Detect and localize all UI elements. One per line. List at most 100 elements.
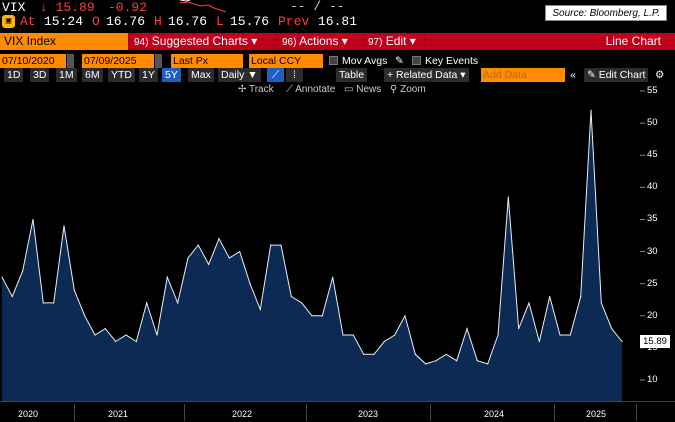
start-date-input[interactable]: 07/10/2020 (0, 54, 66, 68)
data-point-2025-02 (569, 334, 571, 336)
prev-label: Prev (278, 14, 310, 29)
edit-chart-button[interactable]: ✎ Edit Chart (584, 68, 649, 82)
annotate-tool[interactable]: ⟋ Annotate (286, 84, 336, 95)
data-point-2024-10 (528, 302, 530, 304)
suggested-charts-button[interactable]: 94) Suggested Charts ▾ (130, 33, 276, 50)
data-point-2021-04 (94, 334, 96, 336)
related-data-button[interactable]: + Related Data ▾ (384, 68, 469, 82)
detail-bar: ▣ At 15:24 O 16.76 H 16.76 L 15.76 Prev … (0, 14, 675, 30)
data-point-2023-10 (404, 315, 406, 317)
data-point-2023-01 (311, 315, 313, 317)
data-point-2020-07 (1, 276, 3, 278)
low-value: 15.76 (230, 14, 270, 29)
data-point-2021-10 (156, 334, 158, 336)
data-point-2021-07 (125, 334, 127, 336)
vix-line-chart[interactable] (0, 70, 675, 401)
actions-button[interactable]: 96) Actions ▾ (278, 33, 362, 50)
end-date-calendar-icon[interactable] (155, 54, 162, 68)
data-point-2021-05 (104, 328, 106, 330)
bid-ask: -- / -- (290, 0, 345, 14)
x-separator (430, 404, 431, 421)
menu-bar: VIX Index 94) Suggested Charts ▾ 96) Act… (0, 33, 675, 50)
data-point-2022-08 (259, 308, 261, 310)
data-point-2024-03 (456, 360, 458, 362)
data-point-2024-06 (487, 363, 489, 365)
track-tool[interactable]: ✢ Track (238, 84, 274, 95)
data-point-2025-05 (600, 302, 602, 304)
data-point-2023-06 (363, 353, 365, 355)
mov-avgs-checkbox[interactable] (329, 56, 338, 65)
period-bar: 1D 3D 1M 6M YTD 1Y 5Y Max Daily ▼ ⟋ ⁞ Ta… (0, 68, 675, 82)
y-tick-label-35: 35 (647, 213, 658, 225)
y-tick-label-40: 40 (647, 181, 658, 193)
quote-bar: VIX ↓ 15.89 -0.92 -- / -- (0, 0, 675, 15)
key-events-label: Key Events (425, 55, 479, 67)
period-1y[interactable]: 1Y (139, 68, 158, 82)
line-chart-icon[interactable]: ⟋ (267, 68, 284, 82)
x-separator (554, 404, 555, 421)
data-point-2021-09 (146, 302, 148, 304)
data-point-2024-07 (497, 334, 499, 336)
data-point-2024-04 (466, 328, 468, 330)
news-tool[interactable]: ▭ News (344, 84, 382, 95)
data-point-2022-03 (208, 263, 210, 265)
field-select[interactable]: Last Px (171, 54, 243, 68)
mov-avgs-label: Mov Avgs (342, 55, 388, 67)
period-6m[interactable]: 6M (82, 68, 103, 82)
zoom-tool[interactable]: ⚲ Zoom (390, 84, 426, 95)
period-1m[interactable]: 1M (56, 68, 77, 82)
period-3d[interactable]: 3D (30, 68, 50, 82)
x-tick-label-2021: 2021 (107, 409, 129, 419)
y-tick-label-30: 30 (647, 245, 658, 257)
frequency-select[interactable]: Daily ▼ (218, 68, 261, 82)
x-tick-label-2022: 2022 (231, 409, 253, 419)
x-tick-label-2023: 2023 (357, 409, 379, 419)
data-point-2023-08 (383, 340, 385, 343)
data-point-2022-12 (301, 302, 303, 304)
data-point-2020-09 (22, 270, 24, 272)
data-point-2021-11 (166, 276, 168, 278)
table-button[interactable]: Table (336, 68, 368, 82)
period-5y[interactable]: 5Y (162, 68, 181, 82)
data-point-2020-12 (53, 302, 55, 304)
data-point-2023-12 (425, 363, 427, 365)
gear-icon[interactable]: ⚙ (655, 69, 665, 81)
x-axis: 2020 2021 2022 2023 2024 2025 (0, 401, 675, 422)
monitor-icon[interactable]: ▣ (2, 15, 15, 28)
high-value: 16.76 (168, 14, 208, 29)
end-date-input[interactable]: 07/09/2025 (82, 54, 154, 68)
last-price: ↓ 15.89 (40, 0, 95, 15)
period-1d[interactable]: 1D (4, 68, 24, 82)
start-date-calendar-icon[interactable] (67, 54, 74, 68)
data-point-2025-07 (621, 340, 623, 343)
data-point-2025-03 (580, 295, 582, 298)
x-tick-label-2020: 2020 (17, 409, 39, 419)
data-point-2022-07 (249, 283, 251, 285)
high-label: H (154, 14, 162, 29)
open-value: 16.76 (106, 14, 146, 29)
collapse-icon[interactable]: « (570, 69, 576, 81)
currency-select[interactable]: Local CCY (249, 54, 323, 68)
data-point-2024-11 (538, 340, 540, 343)
data-point-2022-01 (187, 257, 189, 259)
sparkline (180, 0, 227, 13)
key-events-checkbox[interactable] (412, 56, 421, 65)
period-ytd[interactable]: YTD (108, 68, 135, 82)
add-data-input[interactable]: Add Data (481, 68, 565, 82)
data-point-2022-06 (239, 250, 241, 253)
data-point-2023-07 (373, 353, 375, 355)
x-separator (636, 404, 637, 421)
y-tick-label-50: 50 (647, 117, 658, 129)
source-note: Source: Bloomberg, L.P. (545, 5, 667, 21)
period-max[interactable]: Max (188, 68, 214, 82)
data-point-2024-05 (476, 360, 478, 362)
pencil-icon[interactable]: ✎ (395, 55, 404, 67)
edit-button[interactable]: 97) Edit ▾ (364, 33, 424, 50)
x-tick-label-2025: 2025 (585, 409, 607, 419)
data-point-2021-02 (73, 289, 75, 291)
bar-chart-icon[interactable]: ⁞ (286, 68, 303, 82)
data-point-2022-02 (197, 244, 199, 246)
data-point-2023-03 (332, 276, 334, 278)
security-field[interactable]: VIX Index (0, 33, 128, 50)
data-point-2024-09 (518, 328, 520, 330)
